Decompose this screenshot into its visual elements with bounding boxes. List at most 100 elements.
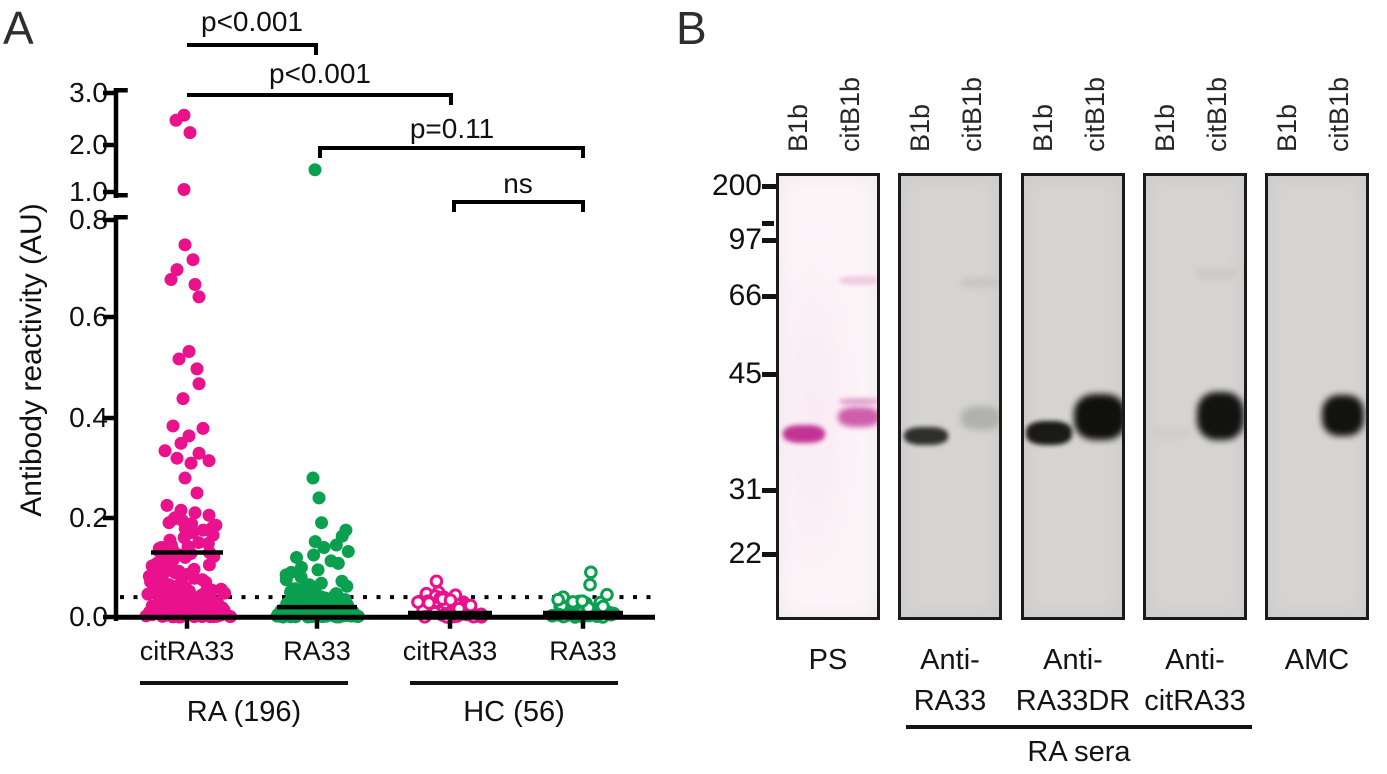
- data-point-open: [600, 587, 614, 602]
- blot-label-bottom-Anti-RA33: RA33: [913, 685, 987, 717]
- data-point: [306, 471, 320, 485]
- blot-label-top-Anti-citRA33: Anti-: [1165, 644, 1225, 676]
- data-point: [162, 516, 176, 530]
- band-Anti-RA33DR-citB1b-1: [1074, 394, 1122, 440]
- bracket-end-tick: [449, 93, 453, 105]
- ra-sera-label: RA sera: [1027, 736, 1131, 768]
- band-PS-citB1b-1: [838, 407, 877, 427]
- data-point: [202, 508, 216, 522]
- data-point: [196, 421, 210, 435]
- data-point: [192, 536, 206, 550]
- data-point: [341, 544, 355, 558]
- axis-break-cap: [113, 215, 128, 220]
- blot-label-bottom-Anti-citRA33: citRA33: [1144, 685, 1246, 717]
- data-point: [295, 583, 309, 597]
- y-tick-label-0.6: 0.6: [69, 301, 108, 332]
- band-Anti-citRA33-citB1b-1: [1197, 392, 1244, 440]
- data-point-open: [463, 598, 478, 613]
- sig-label-4: ns: [503, 168, 533, 199]
- data-point: [192, 446, 206, 460]
- data-point: [340, 579, 354, 593]
- data-point: [176, 392, 190, 406]
- data-point: [178, 238, 192, 252]
- data-point: [284, 585, 298, 599]
- sig-label-1: p<0.001: [201, 6, 303, 37]
- ra-sera-underline: [906, 725, 1252, 729]
- cohort-underline-ra: [140, 681, 348, 685]
- y-tick-label-1.0: 1.0: [69, 176, 108, 207]
- bracket-end-tick: [581, 200, 585, 212]
- lane-label-citB1b: citB1b: [957, 76, 987, 152]
- data-point: [184, 456, 198, 470]
- data-point: [141, 587, 155, 601]
- data-point: [178, 471, 192, 485]
- data-point: [158, 444, 172, 458]
- lane-label-B1b: B1b: [1150, 103, 1180, 152]
- blot-label-top-Anti-RA33DR: Anti-: [1043, 644, 1103, 676]
- mw-minor-tick: [762, 220, 774, 226]
- y-axis-tick: [103, 515, 116, 521]
- lane-label-citB1b: citB1b: [1324, 76, 1354, 152]
- mw-marker-label: 97: [728, 223, 762, 256]
- data-point: [183, 126, 197, 140]
- panel-a-label: A: [3, 2, 34, 54]
- data-point: [294, 560, 308, 574]
- band-Anti-citRA33-citB1b-2: [1195, 268, 1237, 279]
- band-PS-citB1b-2: [839, 398, 877, 405]
- blot-AMC: [1265, 173, 1369, 620]
- y-tick-label-0.2: 0.2: [69, 502, 108, 533]
- y-axis-tick: [103, 614, 116, 620]
- y-axis-tick: [103, 90, 116, 96]
- data-point: [167, 600, 181, 614]
- bracket-end-tick: [314, 43, 318, 55]
- axis-break-cap: [113, 88, 128, 93]
- mw-marker-label: 31: [728, 473, 762, 506]
- data-point: [290, 550, 304, 564]
- band-PS-B1b-0: [783, 425, 825, 443]
- significance-bracket: [187, 93, 453, 97]
- y-tick-label-0.4: 0.4: [69, 402, 108, 433]
- band-PS-citB1b-3: [839, 276, 877, 285]
- y-axis-tick: [103, 314, 116, 320]
- data-point: [188, 278, 202, 292]
- data-point: [315, 516, 329, 530]
- x-axis-tick: [184, 619, 190, 629]
- blot-Anti-RA33: [898, 173, 1002, 620]
- data-point: [170, 451, 184, 465]
- x-label-ra-citra33: citRA33: [139, 636, 235, 666]
- y-tick-label-3.0: 3.0: [69, 77, 108, 108]
- data-point: [311, 563, 325, 577]
- mw-marker-label: 45: [728, 357, 762, 390]
- data-point: [169, 566, 183, 580]
- sig-label-3: p=0.11: [409, 113, 495, 144]
- band-Anti-RA33-B1b-0: [904, 427, 948, 445]
- data-point-open: [583, 577, 597, 592]
- data-point: [312, 491, 326, 505]
- data-point: [192, 290, 206, 304]
- data-point: [170, 263, 184, 277]
- lane-label-B1b: B1b: [1028, 103, 1058, 152]
- mw-marker-tick: [762, 237, 777, 243]
- data-point-open: [429, 574, 444, 589]
- data-point: [308, 580, 322, 594]
- cohort-label-hc: HC (56): [463, 696, 565, 728]
- x-label-hc-citra33: citRA33: [402, 636, 498, 666]
- data-point: [202, 586, 216, 600]
- data-point: [190, 486, 204, 500]
- cohort-underline-hc: [410, 681, 618, 685]
- significance-bracket: [452, 200, 585, 204]
- data-point: [190, 362, 204, 376]
- mw-marker-tick: [762, 487, 777, 493]
- significance-bracket: [318, 146, 585, 150]
- data-point: [186, 253, 200, 267]
- x-axis-line: [113, 614, 655, 620]
- x-axis-tick: [580, 619, 586, 629]
- data-point-open: [422, 596, 436, 610]
- data-point: [182, 345, 196, 359]
- data-point-open: [575, 594, 590, 608]
- data-point: [217, 603, 231, 617]
- data-point: [166, 553, 180, 567]
- data-point: [218, 586, 232, 600]
- data-point: [169, 113, 183, 127]
